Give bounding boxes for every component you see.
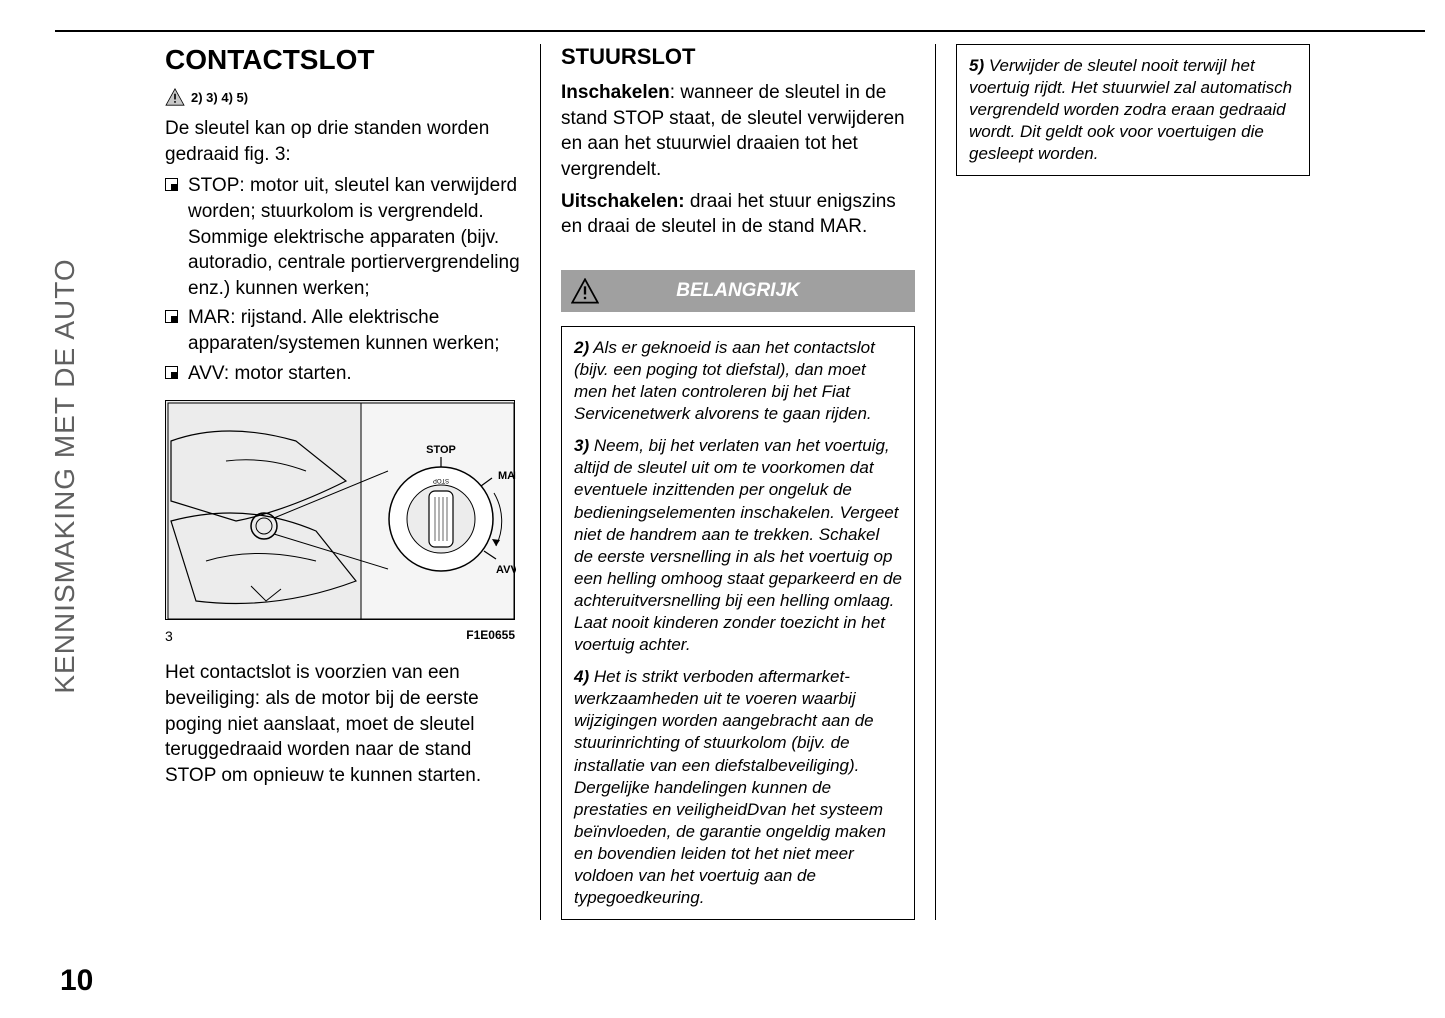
important-label: BELANGRIJK [609, 280, 915, 302]
fig-label-stop-inner: STOP [433, 477, 449, 483]
list-item-text: STOP: motor uit, sleutel kan verwijderd … [188, 173, 520, 301]
figure-code: F1E0655 [466, 628, 515, 644]
column-2: STUURSLOT Inschakelen: wanneer de sleute… [540, 44, 935, 920]
column-1: CONTACTSLOT 2) 3) 4) 5) De sleutel kan o… [145, 44, 540, 920]
note-box-col3: 5) Verwijder de sleutel nooit terwijl he… [956, 44, 1310, 176]
after-figure-text: Het contactslot is voorzien van een beve… [165, 660, 520, 788]
note-item: 2) Als er geknoeid is aan het contactslo… [574, 337, 902, 425]
note-text: Verwijder de sleutel nooit terwijl het v… [969, 56, 1292, 163]
note-number: 2) [574, 338, 589, 357]
paragraph-inschakelen: Inschakelen: wanneer de sleutel in de st… [561, 80, 915, 183]
note-number: 3) [574, 436, 589, 455]
bullet-icon [165, 178, 178, 191]
runin-inschakelen: Inschakelen [561, 82, 670, 103]
note-text: Het is strikt verboden aftermarket-werkz… [574, 667, 886, 907]
list-item: STOP: motor uit, sleutel kan verwijderd … [165, 173, 520, 301]
figure-ignition: STOP STOP MAR AVV [165, 400, 515, 620]
fig-label-avv: AVV [496, 564, 516, 576]
note-number: 4) [574, 667, 589, 686]
note-item: 3) Neem, bij het verlaten van het voertu… [574, 435, 902, 656]
bullet-icon [165, 366, 178, 379]
heading-stuurslot: STUURSLOT [561, 44, 915, 70]
note-item: 4) Het is strikt verboden aftermarket-we… [574, 666, 902, 909]
list-item-text: MAR: rijstand. Alle elektrische apparate… [188, 305, 520, 356]
fig-label-stop: STOP [426, 444, 456, 456]
important-banner: BELANGRIJK [561, 270, 915, 312]
intro-text: De sleutel kan op drie standen worden ge… [165, 116, 520, 167]
fig-label-mar: MAR [498, 470, 516, 482]
page-content: CONTACTSLOT 2) 3) 4) 5) De sleutel kan o… [55, 30, 1425, 990]
list-item: AVV: motor starten. [165, 361, 520, 387]
note-text: Als er geknoeid is aan het contactslot (… [574, 338, 875, 423]
paragraph-uitschakelen: Uitschakelen: draai het stuur enigszins … [561, 189, 915, 240]
important-notes-box: 2) Als er geknoeid is aan het contactslo… [561, 326, 915, 920]
warning-triangle-icon [165, 88, 185, 106]
banner-warning-icon [561, 278, 609, 304]
list-item: MAR: rijstand. Alle elektrische apparate… [165, 305, 520, 356]
column-3: 5) Verwijder de sleutel nooit terwijl he… [935, 44, 1330, 920]
note-number: 5) [969, 56, 984, 75]
warning-reference: 2) 3) 4) 5) [165, 88, 520, 106]
figure-ignition-svg: STOP STOP MAR AVV [166, 401, 516, 621]
columns-container: CONTACTSLOT 2) 3) 4) 5) De sleutel kan o… [145, 32, 1425, 920]
heading-contactslot: CONTACTSLOT [165, 44, 520, 76]
runin-uitschakelen: Uitschakelen: [561, 191, 685, 212]
list-item-text: AVV: motor starten. [188, 361, 352, 387]
bullet-icon [165, 310, 178, 323]
note-text: Neem, bij het verlaten van het voertuig,… [574, 436, 902, 654]
figure-caption: 3 F1E0655 [165, 628, 515, 644]
figure-number: 3 [165, 628, 173, 644]
warning-reference-numbers: 2) 3) 4) 5) [191, 90, 248, 105]
